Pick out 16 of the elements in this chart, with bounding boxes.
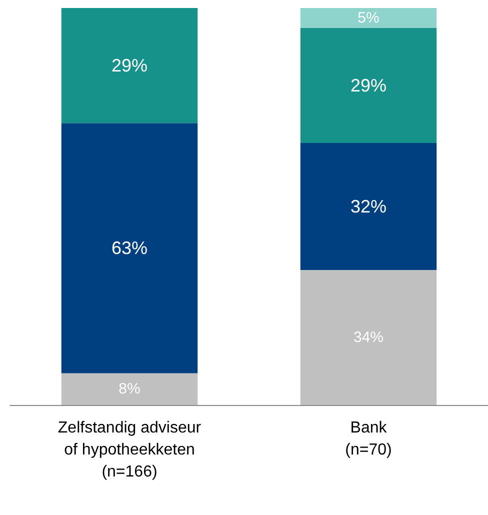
bar xyxy=(61,8,198,124)
data-label: 63% xyxy=(111,238,148,258)
bar xyxy=(300,28,437,143)
bar xyxy=(300,270,437,405)
data-label: 5% xyxy=(358,9,380,26)
x-tick-label: Bank (n=70) xyxy=(345,420,392,458)
bar xyxy=(61,373,198,405)
bar xyxy=(300,8,437,28)
data-label: 34% xyxy=(353,329,384,346)
data-label: 8% xyxy=(118,380,140,398)
data-label: 29% xyxy=(350,75,387,96)
x-tick-label: Zelfstandig adviseur of hypotheekketen (n=166) xyxy=(58,420,202,480)
data-label: 29% xyxy=(111,56,148,76)
bar xyxy=(61,123,198,374)
bar xyxy=(300,142,437,270)
data-label: 32% xyxy=(350,196,387,216)
